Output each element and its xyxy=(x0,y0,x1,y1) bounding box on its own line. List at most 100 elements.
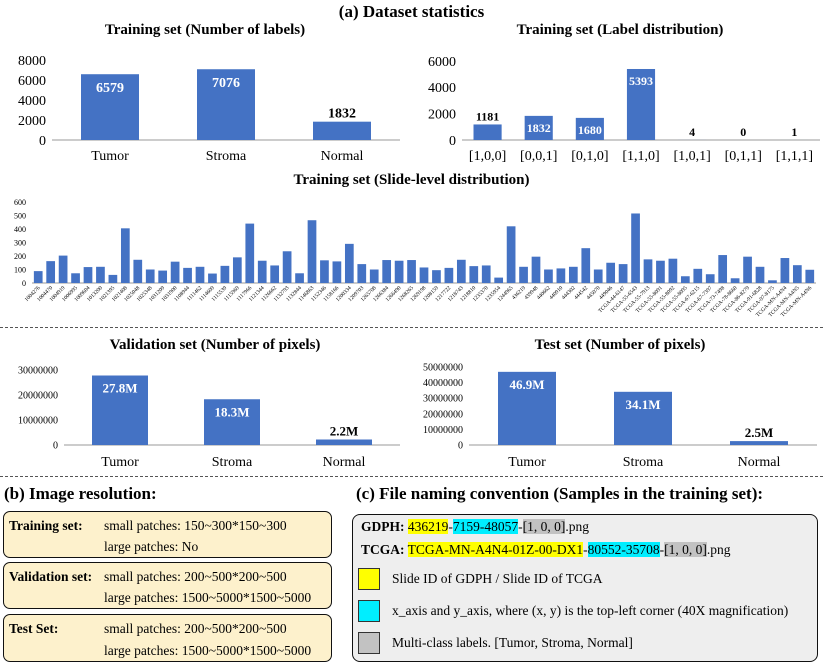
file-extension: .png xyxy=(706,542,731,557)
data-label: 1832 xyxy=(527,121,551,135)
resolution-small: small patches: 200~500*200~500 xyxy=(104,569,287,584)
y-tick-label: 400 xyxy=(14,225,26,234)
y-tick-label: 4000 xyxy=(428,81,456,96)
y-tick-label: 30000000 xyxy=(18,366,58,377)
color-swatch-cyan xyxy=(358,600,380,622)
bar xyxy=(498,371,556,445)
data-label: 1 xyxy=(791,125,797,139)
bar xyxy=(730,278,740,283)
bar xyxy=(46,261,56,283)
data-label: 4 xyxy=(689,125,695,139)
tcga-slide-id: TCGA-MN-A4N4-01Z-00-DX1 xyxy=(407,542,584,557)
x-tick-label: Stroma xyxy=(212,455,253,470)
gdph-slide-id: 436219 xyxy=(407,519,449,534)
bar xyxy=(556,268,566,283)
data-label: 27.8M xyxy=(102,381,137,396)
bar xyxy=(282,251,292,283)
section-a-title: (a) Dataset statistics xyxy=(338,2,485,21)
chart-labels: 0 2000 4000 6000 8000 Tumor 6579 Stroma 7076 Norm… xyxy=(18,54,400,164)
bar xyxy=(456,259,466,283)
bar xyxy=(357,264,367,283)
bar xyxy=(755,266,765,283)
data-label: 1832 xyxy=(328,107,356,122)
chart-slides: 0100200300400500600100427610044701004919… xyxy=(14,198,816,318)
x-tick-label: [1,1,1] xyxy=(776,149,813,164)
bar xyxy=(531,256,541,283)
bar xyxy=(344,243,354,283)
section-b-title: (b) Image resolution: xyxy=(4,484,157,503)
legend-text: x_axis and y_axis, where (x, y) is the t… xyxy=(392,603,789,618)
bar xyxy=(208,273,217,283)
data-label: 1680 xyxy=(578,123,602,137)
data-label: 1181 xyxy=(476,109,499,123)
bar xyxy=(743,256,752,283)
separator: - xyxy=(583,542,588,557)
chart-labeldist: 0 2000 4000 6000 [1,0,0] 1181 [0,0,1] 1832 [0,1,… xyxy=(428,55,820,164)
y-tick-label: 200 xyxy=(14,252,26,261)
gdph-example: GDPH: 436219-7159-48057-[1, 0, 0].png xyxy=(361,519,589,535)
bar xyxy=(81,74,139,140)
y-tick-label: 10000000 xyxy=(423,425,463,436)
y-tick-label: 300 xyxy=(14,238,26,247)
bar xyxy=(295,273,304,283)
legend-text: Multi-class labels. [Tumor, Stroma, Norm… xyxy=(392,635,633,650)
bar xyxy=(805,269,815,283)
y-tick-label: 10000000 xyxy=(18,416,58,427)
bar xyxy=(332,261,342,283)
bar xyxy=(120,228,130,283)
data-label: 6579 xyxy=(96,81,124,96)
bar xyxy=(58,255,68,283)
bar xyxy=(382,260,392,283)
x-tick-label: Normal xyxy=(321,149,364,164)
divider xyxy=(0,476,823,477)
bar xyxy=(618,264,628,283)
x-tick-label: [1,1,0] xyxy=(622,149,659,164)
x-tick-label: Tumor xyxy=(101,455,139,470)
y-tick-label: 4000 xyxy=(18,94,46,109)
file-extension: .png xyxy=(565,519,589,534)
y-tick-label: 600 xyxy=(14,198,26,207)
y-tick-label: 20000000 xyxy=(423,409,463,420)
separator: - xyxy=(518,519,523,534)
y-tick-label: 40000000 xyxy=(423,378,463,389)
naming-box: GDPH: 436219-7159-48057-[1, 0, 0].png TC… xyxy=(352,514,818,662)
bar xyxy=(705,274,715,283)
bar xyxy=(792,265,802,283)
x-tick-label: Normal xyxy=(323,455,366,470)
bar xyxy=(419,267,429,283)
x-tick-label: [0,1,0] xyxy=(571,149,608,164)
x-tick-label: [0,1,1] xyxy=(725,149,762,164)
bar xyxy=(307,220,317,283)
bar xyxy=(369,269,379,283)
bar xyxy=(71,273,80,283)
chart-title-testpix: Test set (Number of pixels) xyxy=(534,337,706,353)
resolution-small: small patches: 200~500*200~500 xyxy=(104,621,287,636)
resolution-box-test: Test Set: small patches: 200~500*200~500… xyxy=(3,614,332,662)
y-tick-label: 0 xyxy=(39,134,46,149)
bar xyxy=(768,280,777,283)
bar xyxy=(170,261,180,283)
y-tick-label: 0 xyxy=(449,134,456,149)
bar xyxy=(656,260,665,283)
y-tick-label: 0 xyxy=(458,441,463,452)
chart-title-labels: Training set (Number of labels) xyxy=(104,22,306,38)
tcga-labels: [1, 0, 0] xyxy=(664,542,707,557)
bar xyxy=(626,68,656,140)
bar xyxy=(183,267,192,283)
bar xyxy=(693,268,703,283)
bar xyxy=(432,270,441,283)
bar xyxy=(316,439,372,445)
tcga-example: TCGA: TCGA-MN-A4N4-01Z-00-DX1-80552-3570… xyxy=(361,542,731,558)
tcga-label: TCGA: xyxy=(361,542,405,557)
bar xyxy=(568,266,578,283)
resolution-label: Training set: xyxy=(9,518,83,533)
bar xyxy=(197,69,255,140)
bar xyxy=(158,270,168,283)
bar xyxy=(204,399,260,445)
bar xyxy=(780,258,790,283)
chart-valpix: 0 10000000 20000000 30000000 Tumor 27.8M Strom… xyxy=(18,366,400,470)
y-tick-label: 6000 xyxy=(18,74,46,89)
x-tick-label: [0,0,1] xyxy=(520,149,557,164)
bar xyxy=(680,276,690,283)
resolution-label: Test Set: xyxy=(9,621,59,636)
